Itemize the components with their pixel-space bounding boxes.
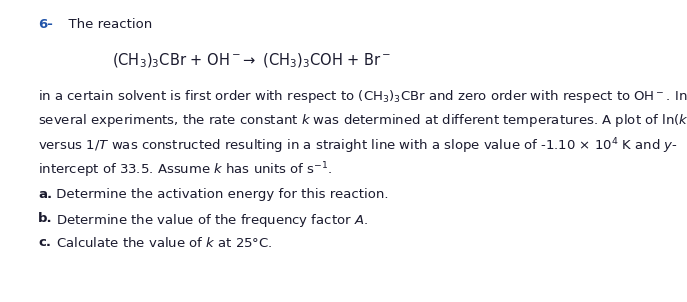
Text: 6-: 6- xyxy=(38,18,53,31)
Text: b.: b. xyxy=(38,212,53,225)
Text: The reaction: The reaction xyxy=(60,18,153,31)
Text: in a certain solvent is first order with respect to (CH$_3$)$_3$CBr and zero ord: in a certain solvent is first order with… xyxy=(38,88,687,105)
Text: c.: c. xyxy=(38,236,51,249)
Text: intercept of 33.5. Assume $k$ has units of s$^{-1}$.: intercept of 33.5. Assume $k$ has units … xyxy=(38,160,333,180)
Text: (CH$_3$)$_3$CBr + OH$^-\!\rightarrow$ (CH$_3$)$_3$COH + Br$^-$: (CH$_3$)$_3$CBr + OH$^-\!\rightarrow$ (C… xyxy=(112,52,392,70)
Text: Determine the value of the frequency factor $A$.: Determine the value of the frequency fac… xyxy=(52,212,368,229)
Text: a.: a. xyxy=(38,188,52,201)
Text: Determine the activation energy for this reaction.: Determine the activation energy for this… xyxy=(52,188,389,201)
Text: Calculate the value of $k$ at 25°C.: Calculate the value of $k$ at 25°C. xyxy=(52,236,273,250)
Text: versus 1/$T$ was constructed resulting in a straight line with a slope value of : versus 1/$T$ was constructed resulting i… xyxy=(38,136,677,156)
Text: several experiments, the rate constant $k$ was determined at different temperatu: several experiments, the rate constant $… xyxy=(38,112,687,129)
